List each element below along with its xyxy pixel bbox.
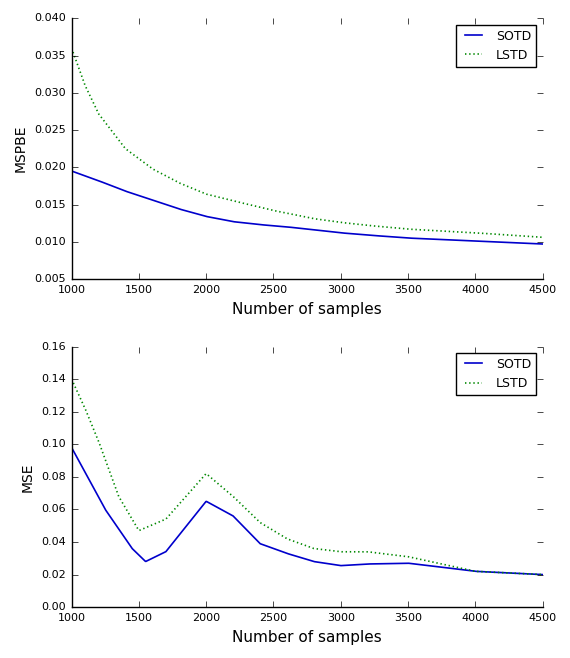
Y-axis label: MSPBE: MSPBE <box>13 125 27 172</box>
SOTD <box>425 562 432 570</box>
Line: LSTD: LSTD <box>72 48 543 238</box>
LSTD <box>368 548 375 556</box>
SOTD <box>425 235 432 243</box>
Line: SOTD: SOTD <box>72 447 543 574</box>
X-axis label: Number of samples: Number of samples <box>232 630 382 645</box>
LSTD <box>97 113 104 120</box>
LSTD <box>539 570 546 578</box>
Legend: SOTD, LSTD: SOTD, LSTD <box>456 353 536 395</box>
LSTD <box>341 219 348 227</box>
LSTD <box>539 234 546 241</box>
SOTD <box>474 237 481 245</box>
SOTD <box>341 561 348 569</box>
SOTD <box>474 567 481 575</box>
X-axis label: Number of samples: Number of samples <box>232 301 382 316</box>
SOTD <box>354 561 361 569</box>
Line: SOTD: SOTD <box>72 171 543 244</box>
SOTD <box>539 240 546 248</box>
SOTD <box>68 443 75 451</box>
Legend: SOTD, LSTD: SOTD, LSTD <box>456 24 536 67</box>
SOTD <box>68 167 75 175</box>
LSTD <box>354 220 361 228</box>
LSTD <box>425 557 432 565</box>
Line: LSTD: LSTD <box>72 379 543 574</box>
SOTD <box>368 232 375 240</box>
SOTD <box>539 570 546 578</box>
LSTD <box>68 375 75 383</box>
SOTD <box>97 178 104 186</box>
LSTD <box>474 567 481 575</box>
LSTD <box>425 226 432 234</box>
LSTD <box>341 548 348 556</box>
SOTD <box>368 560 375 568</box>
LSTD <box>68 44 75 52</box>
SOTD <box>341 229 348 237</box>
LSTD <box>354 548 361 556</box>
LSTD <box>474 229 481 237</box>
LSTD <box>97 442 104 450</box>
Y-axis label: MSE: MSE <box>21 462 34 492</box>
LSTD <box>368 222 375 230</box>
SOTD <box>97 497 104 505</box>
SOTD <box>354 230 361 238</box>
